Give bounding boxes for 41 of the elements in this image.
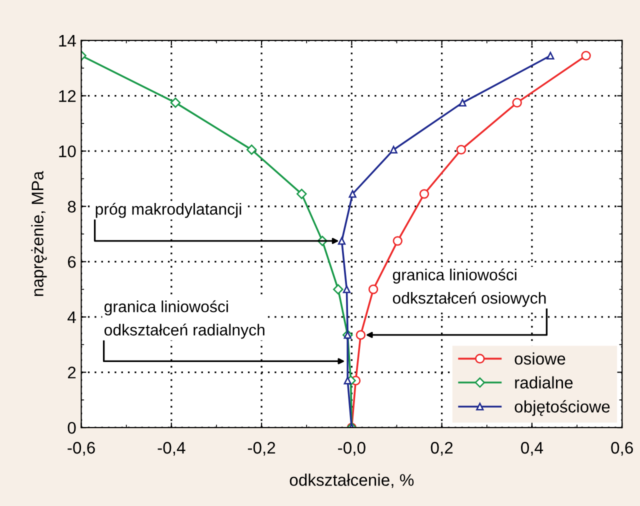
- point: [546, 52, 554, 60]
- point: [333, 284, 344, 294]
- y-axis-title: naprężenie, MPa: [31, 171, 47, 296]
- y-tick-label: 10: [59, 145, 76, 158]
- y-tick-label: 6: [68, 256, 76, 268]
- point: [390, 146, 398, 154]
- point: [512, 98, 522, 108]
- point: [342, 286, 351, 294]
- point: [419, 189, 430, 199]
- legend-label: objętościowe: [514, 400, 610, 416]
- annotation: próg makrodylatancji: [96, 202, 242, 218]
- legend-label: osiowe: [514, 352, 566, 365]
- x-tick-label: -0,2: [248, 442, 276, 456]
- y-tick-label: 12: [59, 90, 76, 102]
- y-tick-label: 4: [68, 312, 76, 324]
- point: [348, 190, 356, 198]
- point: [338, 237, 346, 245]
- point: [392, 236, 403, 246]
- point: [456, 144, 466, 155]
- x-tick-label: 0,2: [430, 442, 453, 456]
- y-tick-label: 2: [68, 366, 76, 378]
- x-tick-label: 0,4: [521, 442, 544, 456]
- point: [458, 98, 466, 107]
- x-tick-label: -0,6: [68, 442, 95, 456]
- x-axis-title: odkształcenie, %: [290, 474, 414, 488]
- point: [246, 144, 257, 155]
- x-tick-label: -0,0: [338, 442, 366, 456]
- point: [368, 284, 378, 294]
- point: [170, 98, 181, 108]
- legend-label: radialne: [515, 376, 573, 389]
- annotation: granica liniowości odkształceń osiowych: [392, 268, 546, 307]
- x-tick-label: -0,4: [158, 442, 186, 456]
- point: [344, 376, 352, 384]
- y-tick-label: 14: [59, 35, 76, 47]
- point: [581, 50, 591, 61]
- y-tick-label: 0: [68, 422, 76, 434]
- point: [356, 330, 366, 340]
- y-tick-label: 8: [68, 200, 76, 213]
- point: [296, 188, 307, 200]
- x-tick-label: 0,6: [611, 442, 633, 456]
- annotation: granica liniowości odkształceń radialnych: [104, 300, 264, 339]
